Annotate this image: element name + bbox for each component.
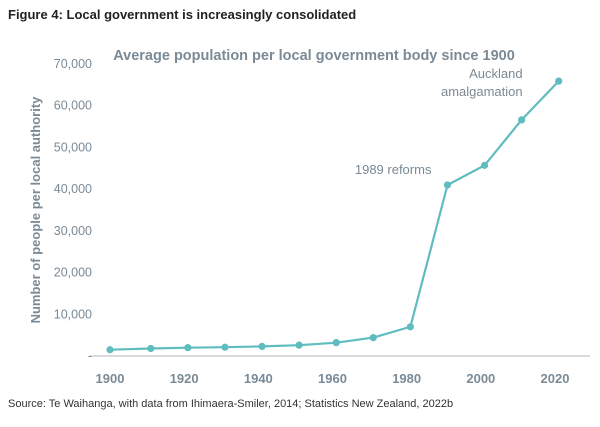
series-points [106, 77, 563, 354]
x-tick-label: 1920 [170, 371, 199, 386]
x-tick-label: 1900 [96, 371, 125, 386]
x-tick-label: 2020 [541, 371, 570, 386]
data-point [518, 116, 526, 124]
x-tick-label: 1960 [318, 371, 347, 386]
data-point [147, 344, 155, 353]
data-point [106, 346, 114, 354]
data-point [221, 343, 229, 351]
x-tick-label: 2000 [466, 371, 495, 386]
data-point [295, 341, 303, 349]
figure-heading: Figure 4: Local government is increasing… [8, 7, 357, 22]
annotation-label: Auckland [469, 66, 522, 81]
data-point [184, 344, 192, 352]
y-tick-label: - [88, 349, 92, 363]
annotation-label: 1989 reforms [355, 162, 432, 177]
series-line [109, 80, 560, 351]
data-point [369, 334, 377, 342]
annotation-label: amalgamation [441, 84, 523, 99]
y-tick-label: 30,000 [54, 224, 92, 238]
y-tick-label: 50,000 [54, 140, 92, 154]
y-tick-label: 10,000 [54, 307, 92, 321]
data-point [443, 181, 452, 189]
y-tick-label: 20,000 [54, 266, 92, 280]
x-tick-label: 1940 [244, 371, 273, 386]
y-tick-label: 70,000 [54, 57, 92, 71]
y-tick-label: 60,000 [54, 99, 92, 113]
data-point [480, 161, 489, 169]
data-point [258, 342, 266, 351]
y-tick-label: 40,000 [54, 182, 92, 196]
y-axis-ticks: - 10,000 20,000 30,000 40,000 50,000 60,000 70,… [54, 57, 92, 363]
chart-title: Average population per local government … [113, 48, 515, 64]
data-point [406, 323, 414, 331]
data-point [332, 339, 340, 347]
data-point [555, 77, 563, 85]
x-tick-label: 1980 [392, 371, 421, 386]
x-axis-ticks: 1900 1920 1940 1960 1980 2000 2020 [96, 371, 570, 386]
chart-annotations: 1989 reforms Auckland amalgamation [355, 66, 523, 177]
y-axis-label: Number of people per local authority [28, 96, 43, 324]
source-note: Source: Te Waihanga, with data from Ihim… [8, 398, 454, 410]
